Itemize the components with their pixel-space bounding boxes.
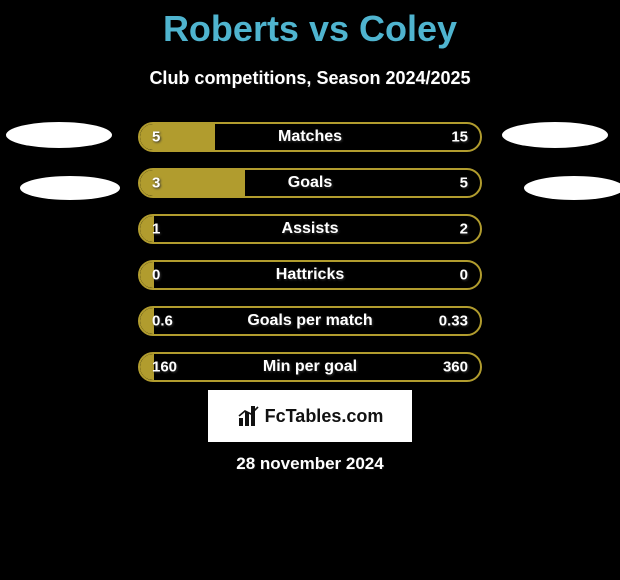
stat-label: Goals: [288, 174, 332, 192]
stat-left-value: 3: [152, 175, 160, 192]
stat-row-hattricks: 0 Hattricks 0: [138, 260, 482, 290]
stat-row-goals: 3 Goals 5: [138, 168, 482, 198]
stats-rows: 5 Matches 15 3 Goals 5 1 Assists 2 0 Hat…: [138, 122, 482, 398]
stat-row-matches: 5 Matches 15: [138, 122, 482, 152]
stat-left-value: 0.6: [152, 313, 173, 330]
stat-right-value: 15: [451, 129, 468, 146]
player-right-shape-2: [524, 176, 620, 200]
stat-row-assists: 1 Assists 2: [138, 214, 482, 244]
stat-left-value: 160: [152, 359, 177, 376]
stat-right-value: 0: [460, 267, 468, 284]
stat-row-min-per-goal: 160 Min per goal 360: [138, 352, 482, 382]
stat-label: Assists: [282, 220, 339, 238]
comparison-widget: Roberts vs Coley Club competitions, Seas…: [0, 0, 620, 580]
logo-text: FcTables.com: [265, 406, 384, 427]
subtitle: Club competitions, Season 2024/2025: [0, 68, 620, 89]
stat-label: Min per goal: [263, 358, 357, 376]
stat-label: Hattricks: [276, 266, 344, 284]
stat-right-value: 5: [460, 175, 468, 192]
stat-right-value: 2: [460, 221, 468, 238]
bars-icon: [237, 404, 261, 428]
player-left-shape-1: [6, 122, 112, 148]
stat-left-value: 0: [152, 267, 160, 284]
date-label: 28 november 2024: [0, 454, 620, 474]
stat-left-value: 5: [152, 129, 160, 146]
player-left-shape-2: [20, 176, 120, 200]
stat-label: Goals per match: [247, 312, 372, 330]
stat-row-goals-per-match: 0.6 Goals per match 0.33: [138, 306, 482, 336]
player-right-shape-1: [502, 122, 608, 148]
stat-right-value: 360: [443, 359, 468, 376]
stat-left-value: 1: [152, 221, 160, 238]
stat-label: Matches: [278, 128, 342, 146]
page-title: Roberts vs Coley: [0, 0, 620, 50]
stat-right-value: 0.33: [439, 313, 468, 330]
logo-box[interactable]: FcTables.com: [208, 390, 412, 442]
